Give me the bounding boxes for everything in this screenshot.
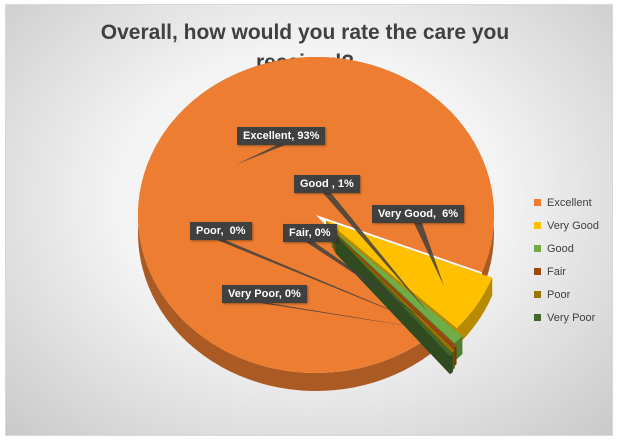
data-label-poor: Poor, 0%: [190, 222, 252, 240]
leader-line: [414, 223, 444, 286]
legend-label: Fair: [547, 265, 566, 278]
data-label-good: Good , 1%: [294, 175, 360, 193]
legend-item-very-good: Very Good: [534, 214, 599, 237]
legend-item-poor: Poor: [534, 283, 599, 306]
legend-item-very-poor: Very Poor: [534, 306, 599, 329]
leader-line: [323, 193, 431, 316]
legend-swatch: [534, 245, 541, 252]
legend-swatch: [534, 314, 541, 321]
legend-item-excellent: Excellent: [534, 191, 599, 214]
legend-item-good: Good: [534, 237, 599, 260]
legend-label: Good: [547, 242, 574, 255]
data-label-very-poor: Very Poor, 0%: [222, 285, 307, 303]
legend-label: Very Poor: [547, 311, 596, 324]
legend-swatch: [534, 199, 541, 206]
leader-line: [306, 242, 429, 323]
data-label-very-good: Very Good, 6%: [372, 205, 465, 223]
leader-line: [217, 240, 428, 326]
pie-slice-very-poor: [335, 235, 453, 375]
leader-line: [260, 303, 426, 329]
legend-swatch: [534, 291, 541, 298]
legend: Excellent Very Good Good Fair Poor Very Poor: [534, 191, 599, 329]
data-label-excellent: Excellent, 93%: [237, 127, 326, 145]
legend-label: Very Good: [547, 219, 599, 232]
legend-label: Poor: [547, 288, 571, 301]
legend-item-fair: Fair: [534, 260, 599, 283]
legend-label: Excellent: [547, 196, 592, 209]
leader-line: [236, 145, 285, 165]
legend-swatch: [534, 268, 541, 275]
legend-swatch: [534, 222, 541, 229]
data-label-fair: Fair, 0%: [283, 224, 337, 242]
